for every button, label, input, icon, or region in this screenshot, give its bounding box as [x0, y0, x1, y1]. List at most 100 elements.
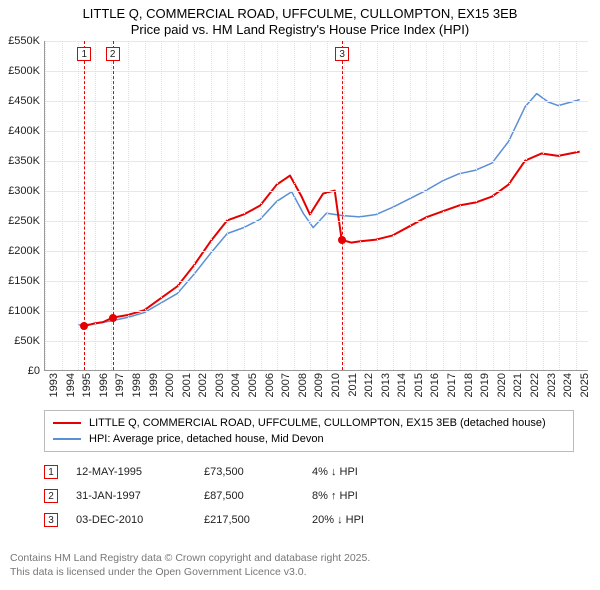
gridline-v — [128, 41, 129, 370]
legend: LITTLE Q, COMMERCIAL ROAD, UFFCULME, CUL… — [44, 410, 574, 452]
gridline-v — [393, 41, 394, 370]
sales-row: 3 03-DEC-2010 £217,500 20% ↓ HPI — [44, 508, 574, 532]
xtick-label: 1994 — [65, 373, 77, 397]
sale-dot — [109, 314, 117, 322]
xtick-label: 2004 — [230, 373, 242, 397]
gridline-h — [45, 341, 588, 342]
gridline-v — [543, 41, 544, 370]
xtick-label: 2003 — [214, 373, 226, 397]
ytick-label: £250K — [0, 215, 40, 227]
sales-row-date: 03-DEC-2010 — [76, 514, 186, 526]
gridline-v — [526, 41, 527, 370]
legend-swatch-hpi — [53, 438, 81, 440]
gridline-v — [277, 41, 278, 370]
gridline-v — [327, 41, 328, 370]
gridline-v — [194, 41, 195, 370]
xtick-label: 1998 — [131, 373, 143, 397]
series-line-price_paid — [84, 151, 579, 325]
gridline-v — [426, 41, 427, 370]
gridline-v — [310, 41, 311, 370]
xtick-label: 2021 — [512, 373, 524, 397]
legend-swatch-price-paid — [53, 422, 81, 424]
title-line-2: Price paid vs. HM Land Registry's House … — [0, 22, 600, 38]
sales-row-date: 31-JAN-1997 — [76, 490, 186, 502]
sales-row-badge: 3 — [44, 513, 58, 527]
gridline-v — [344, 41, 345, 370]
xtick-label: 1996 — [98, 373, 110, 397]
ytick-label: £0 — [0, 365, 40, 377]
xtick-label: 2022 — [529, 373, 541, 397]
sale-marker-line — [342, 41, 343, 370]
title-block: LITTLE Q, COMMERCIAL ROAD, UFFCULME, CUL… — [0, 0, 600, 39]
sales-row-badge: 1 — [44, 465, 58, 479]
title-line-1: LITTLE Q, COMMERCIAL ROAD, UFFCULME, CUL… — [0, 6, 600, 22]
legend-row-price-paid: LITTLE Q, COMMERCIAL ROAD, UFFCULME, CUL… — [53, 415, 565, 431]
gridline-v — [294, 41, 295, 370]
xtick-label: 2007 — [280, 373, 292, 397]
xtick-label: 2018 — [463, 373, 475, 397]
gridline-v — [95, 41, 96, 370]
gridline-v — [509, 41, 510, 370]
gridline-v — [377, 41, 378, 370]
sale-marker-badge: 3 — [335, 47, 349, 61]
gridline-v — [576, 41, 577, 370]
gridline-v — [476, 41, 477, 370]
sales-row-delta: 4% ↓ HPI — [312, 466, 422, 478]
ytick-label: £450K — [0, 95, 40, 107]
xtick-label: 1999 — [148, 373, 160, 397]
gridline-h — [45, 311, 588, 312]
sale-marker-line — [84, 41, 85, 370]
ytick-label: £50K — [0, 335, 40, 347]
ytick-label: £500K — [0, 65, 40, 77]
gridline-v — [62, 41, 63, 370]
gridline-v — [360, 41, 361, 370]
xtick-label: 2002 — [197, 373, 209, 397]
gridline-h — [45, 41, 588, 42]
sales-row: 231-JAN-1997£87,5008% ↑ HPI — [44, 484, 574, 508]
xtick-label: 2000 — [164, 373, 176, 397]
sales-row-delta: 20% ↓ HPI — [312, 514, 422, 526]
gridline-v — [78, 41, 79, 370]
xtick-label: 2006 — [264, 373, 276, 397]
ytick-label: £100K — [0, 305, 40, 317]
gridline-h — [45, 221, 588, 222]
ytick-label: £550K — [0, 35, 40, 47]
xtick-label: 2008 — [297, 373, 309, 397]
sales-row-date: 12-MAY-1995 — [76, 466, 186, 478]
xtick-label: 2025 — [579, 373, 591, 397]
gridline-h — [45, 251, 588, 252]
gridline-h — [45, 191, 588, 192]
plot-region: 123 — [44, 41, 588, 371]
xtick-label: 1995 — [81, 373, 93, 397]
gridline-v — [261, 41, 262, 370]
gridline-h — [45, 281, 588, 282]
ytick-label: £200K — [0, 245, 40, 257]
gridline-v — [178, 41, 179, 370]
xtick-label: 2009 — [313, 373, 325, 397]
sales-row-badge: 2 — [44, 489, 58, 503]
gridline-h — [45, 161, 588, 162]
gridline-h — [45, 71, 588, 72]
gridline-v — [227, 41, 228, 370]
legend-label-hpi: HPI: Average price, detached house, Mid … — [89, 433, 324, 445]
line-series-svg — [45, 41, 588, 370]
xtick-label: 2014 — [396, 373, 408, 397]
gridline-v — [211, 41, 212, 370]
ytick-label: £150K — [0, 275, 40, 287]
sales-table: 112-MAY-1995£73,5004% ↓ HPI231-JAN-1997£… — [44, 460, 574, 532]
sales-row-price: £217,500 — [204, 514, 294, 526]
gridline-v — [559, 41, 560, 370]
xtick-label: 2012 — [363, 373, 375, 397]
xtick-label: 2010 — [330, 373, 342, 397]
footer-line-1: Contains HM Land Registry data © Crown c… — [10, 552, 590, 566]
gridline-v — [460, 41, 461, 370]
gridline-v — [161, 41, 162, 370]
footer: Contains HM Land Registry data © Crown c… — [10, 552, 590, 579]
footer-line-2: This data is licensed under the Open Gov… — [10, 566, 590, 580]
chart-area: £0£50K£100K£150K£200K£250K£300K£350K£400… — [0, 41, 600, 411]
xtick-label: 1993 — [48, 373, 60, 397]
series-line-hpi — [78, 93, 580, 324]
xtick-label: 2015 — [413, 373, 425, 397]
gridline-h — [45, 101, 588, 102]
xtick-label: 2016 — [429, 373, 441, 397]
